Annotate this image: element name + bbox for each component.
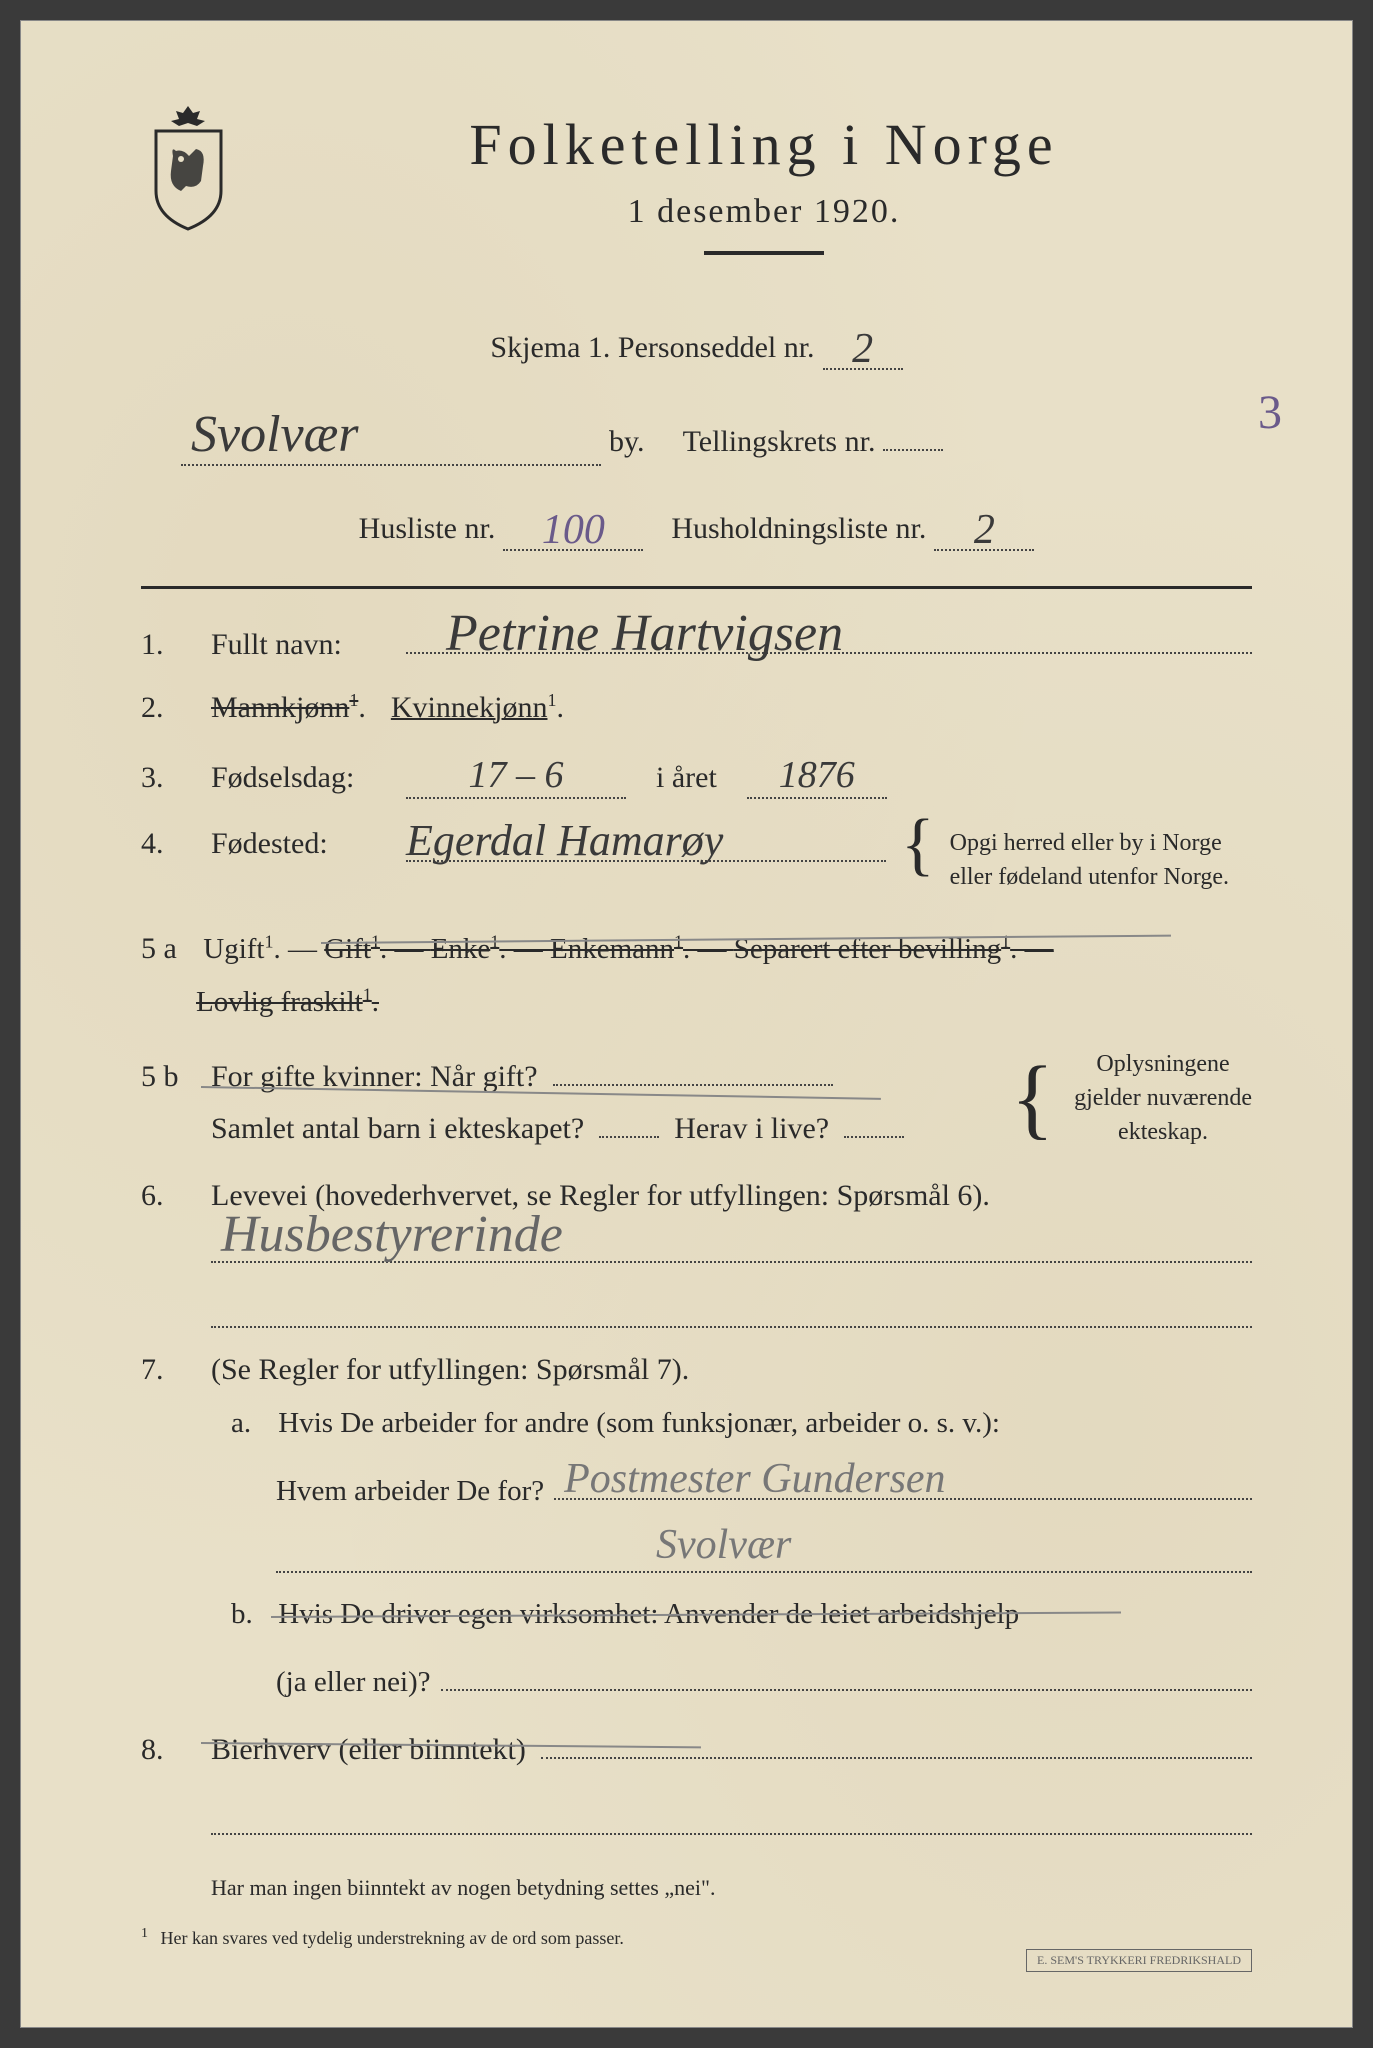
husholdning-value: 2 [974, 507, 995, 553]
census-form-page: Folketelling i Norge 1 desember 1920. Sk… [20, 20, 1353, 2028]
personseddel-value: 2 [852, 326, 873, 372]
q5a-ugift: Ugift1. — [203, 933, 324, 965]
q3-number: 3. [141, 761, 196, 795]
q5b-line2-mid: Herav i live? [674, 1112, 829, 1146]
q7a-label: a. [231, 1407, 271, 1440]
question-2: 2. Mannkjønn1. Kvinnekjønn1. [141, 690, 1252, 725]
q6-field: Husbestyrerinde [211, 1223, 1252, 1263]
tellingskrets-label: Tellingskrets nr. [683, 425, 876, 459]
q5a-number: 5 a [141, 922, 196, 976]
title-block: Folketelling i Norge 1 desember 1920. [276, 111, 1252, 290]
q5a-enke: Enke1. — [431, 933, 550, 965]
q5b-left: 5 b For gifte kvinner: Når gift? Samlet … [141, 1051, 991, 1146]
printer-stamp: E. SEM'S TRYKKERI FREDRIKSHALD [1026, 1949, 1252, 1972]
q7-number: 7. [141, 1353, 196, 1387]
q5b-field2 [599, 1136, 659, 1138]
meta-line-1: Skjema 1. Personseddel nr. 2 [141, 320, 1252, 370]
q3-year: 1876 [779, 754, 855, 796]
meta-line-2: Svolvær by. Tellingskrets nr. 3 [141, 405, 1252, 466]
q6-field-2 [211, 1288, 1252, 1328]
title-divider [704, 251, 824, 255]
header: Folketelling i Norge 1 desember 1920. [141, 111, 1252, 290]
q7a-line2: Hvem arbeider De for? Postmester Gunders… [276, 1465, 1252, 1508]
q8-label: Bierhverv (eller biinntekt) [211, 1733, 526, 1767]
q5b-field1 [553, 1051, 833, 1086]
q8-number: 8. [141, 1733, 196, 1767]
q2-mannkjonn: Mannkjønn1. [211, 690, 366, 725]
q7b-text2: (ja eller nei)? [276, 1666, 431, 1699]
q4-note: Opgi herred eller by i Norge eller fødel… [950, 827, 1229, 894]
question-5b: 5 b For gifte kvinner: Når gift? Samlet … [141, 1048, 1252, 1149]
q7a-text2: Hvem arbeider De for? [276, 1475, 544, 1508]
q1-number: 1. [141, 628, 196, 662]
q7a-field2: Svolvær [276, 1533, 1252, 1573]
question-8: 8. Bierhverv (eller biinntekt) [141, 1724, 1252, 1767]
q5b-bracket: { [1011, 1076, 1054, 1121]
footer-note-2: 1 Her kan svares ved tydelig understrekn… [141, 1926, 1252, 1949]
q7a: a. Hvis De arbeider for andre (som funks… [231, 1407, 1252, 1440]
q3-year-label: i året [656, 761, 717, 795]
by-label: by. [609, 425, 645, 459]
q7b-field [441, 1656, 1252, 1691]
by-value: Svolvær [191, 406, 359, 463]
q4-bracket: { [901, 827, 935, 862]
q7-label: (Se Regler for utfyllingen: Spørsmål 7). [211, 1353, 689, 1387]
husliste-field: 100 [503, 501, 643, 551]
q1-value: Petrine Hartvigsen [446, 604, 843, 663]
q2-number: 2. [141, 691, 196, 725]
q5b-note: Oplysningene gjelder nuværende ekteskap. [1074, 1048, 1252, 1149]
q3-label: Fødselsdag: [211, 761, 391, 795]
question-5a: 5 a Ugift1. — Gift1. — Enke1. — Enkemann… [141, 922, 1252, 1028]
personseddel-field: 2 [823, 320, 903, 370]
husholdning-label: Husholdningsliste nr. [671, 512, 926, 546]
q5b-number: 5 b [141, 1060, 196, 1094]
q5b-line2: Samlet antal barn i ekteskapet? [211, 1112, 584, 1146]
question-7: 7. (Se Regler for utfyllingen: Spørsmål … [141, 1353, 1252, 1387]
q7b: b. Hvis De driver egen virksomhet: Anven… [231, 1598, 1252, 1631]
q1-label: Fullt navn: [211, 628, 391, 662]
q7a-value1: Postmester Gundersen [564, 1455, 945, 1503]
q4-value: Egerdal Hamarøy [406, 815, 723, 866]
husliste-value: 100 [542, 507, 605, 553]
section-rule [141, 586, 1252, 589]
question-3: 3. Fødselsdag: 17 – 6 i året 1876 [141, 753, 1252, 799]
footer-note-1: Har man ingen biinntekt av nogen betydni… [211, 1875, 1252, 1901]
crest-svg [141, 101, 236, 231]
husholdning-field: 2 [934, 501, 1034, 551]
q7a-text1: Hvis De arbeider for andre (som funksjon… [278, 1407, 1000, 1439]
main-title: Folketelling i Norge [276, 111, 1252, 178]
subtitle-date: 1 desember 1920. [276, 193, 1252, 231]
q3-day-field: 17 – 6 [406, 753, 626, 799]
q5a-lovlig: Lovlig fraskilt1. [196, 986, 379, 1018]
q7b-label: b. [231, 1598, 271, 1631]
q7b-line2: (ja eller nei)? [276, 1656, 1252, 1699]
q5b-field3 [844, 1136, 904, 1138]
q8-field [541, 1724, 1252, 1759]
tellingskrets-field [883, 449, 943, 451]
q3-year-field: 1876 [747, 753, 887, 799]
q4-field: Egerdal Hamarøy [406, 827, 886, 862]
schema-label: Skjema 1. Personseddel nr. [490, 331, 814, 365]
question-1: 1. Fullt navn: Petrine Hartvigsen [141, 619, 1252, 662]
q4-label: Fødested: [211, 827, 391, 861]
meta-line-3: Husliste nr. 100 Husholdningsliste nr. 2 [141, 501, 1252, 551]
q1-field: Petrine Hartvigsen [406, 619, 1252, 654]
q5a-gift: Gift1. — [324, 933, 430, 965]
tellingskrets-value: 3 [1258, 385, 1282, 440]
q2-kvinnekjonn: Kvinnekjønn1. [391, 690, 564, 725]
q8-field-2 [211, 1795, 1252, 1835]
q6-number: 6. [141, 1179, 196, 1213]
coat-of-arms [141, 101, 236, 231]
q4-number: 4. [141, 827, 196, 861]
question-4: 4. Fødested: Egerdal Hamarøy { Opgi herr… [141, 827, 1252, 894]
meta-section: Skjema 1. Personseddel nr. 2 Svolvær by.… [141, 320, 1252, 551]
husliste-label: Husliste nr. [359, 512, 496, 546]
q6-value: Husbestyrerinde [221, 1205, 563, 1264]
q7a-value2: Svolvær [656, 1521, 791, 1569]
q3-day: 17 – 6 [469, 754, 564, 796]
q7a-field: Postmester Gundersen [554, 1465, 1252, 1500]
by-field: Svolvær [181, 405, 601, 466]
